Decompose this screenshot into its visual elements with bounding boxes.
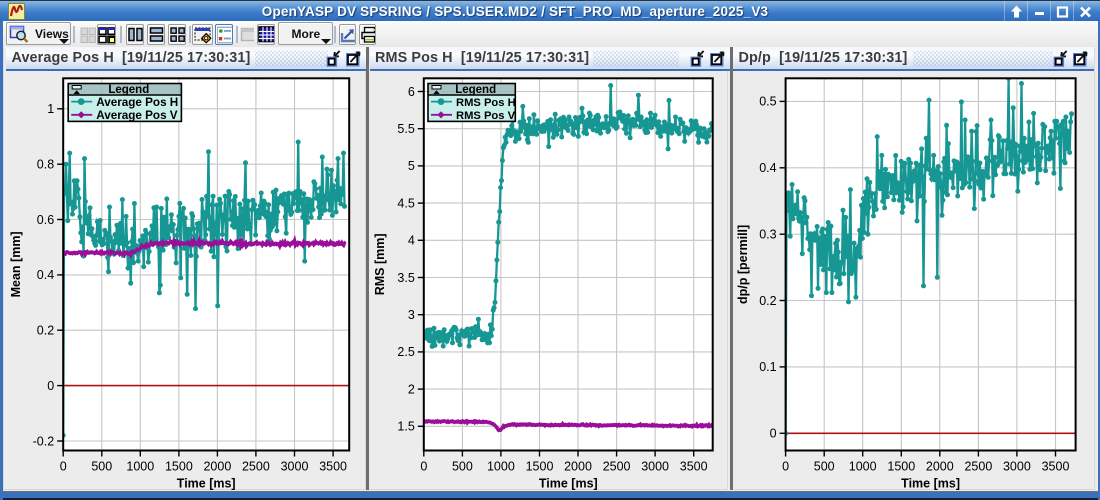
svg-text:1000: 1000	[126, 460, 154, 474]
svg-text:0.4: 0.4	[37, 268, 54, 282]
svg-text:0.5: 0.5	[759, 95, 776, 109]
svg-text:0.1: 0.1	[759, 360, 776, 374]
svg-text:RMS Pos H: RMS Pos H	[456, 97, 516, 109]
svg-text:0: 0	[782, 460, 789, 474]
svg-text:500: 500	[814, 460, 835, 474]
svg-text:2000: 2000	[203, 460, 231, 474]
svg-text:5: 5	[407, 159, 414, 173]
svg-text:Time [ms]: Time [ms]	[901, 477, 960, 491]
svg-text:2500: 2500	[602, 460, 630, 474]
svg-text:Mean [mm]: Mean [mm]	[9, 231, 23, 297]
svg-text:1500: 1500	[887, 460, 915, 474]
svg-text:3500: 3500	[679, 460, 707, 474]
svg-text:500: 500	[91, 460, 112, 474]
svg-text:2000: 2000	[564, 460, 592, 474]
svg-text:RMS Pos V: RMS Pos V	[456, 110, 516, 122]
svg-text:500: 500	[451, 460, 472, 474]
svg-text:1000: 1000	[849, 460, 877, 474]
svg-text:0.2: 0.2	[759, 294, 776, 308]
svg-text:0.3: 0.3	[759, 228, 776, 242]
svg-text:2500: 2500	[964, 460, 992, 474]
svg-text:3000: 3000	[281, 460, 309, 474]
svg-text:1: 1	[47, 102, 54, 116]
svg-text:1500: 1500	[165, 460, 193, 474]
svg-text:0: 0	[47, 379, 54, 393]
svg-text:Legend: Legend	[108, 84, 149, 96]
svg-text:0.6: 0.6	[37, 213, 54, 227]
svg-text:3500: 3500	[1042, 460, 1070, 474]
svg-text:2: 2	[407, 382, 414, 396]
svg-text:RMS [mm]: RMS [mm]	[373, 233, 387, 295]
svg-text:Legend: Legend	[455, 84, 496, 96]
svg-text:3500: 3500	[319, 460, 347, 474]
svg-text:1.5: 1.5	[397, 420, 414, 434]
svg-text:0.2: 0.2	[37, 324, 54, 338]
svg-text:3000: 3000	[641, 460, 669, 474]
svg-text:1500: 1500	[525, 460, 553, 474]
svg-text:Average Pos V: Average Pos V	[96, 109, 178, 122]
svg-text:2000: 2000	[926, 460, 954, 474]
svg-text:0: 0	[60, 460, 67, 474]
svg-text:0: 0	[770, 427, 777, 441]
svg-text:Time [ms]: Time [ms]	[177, 477, 236, 491]
svg-text:4: 4	[407, 234, 414, 248]
svg-text:Average Pos H: Average Pos H	[96, 96, 178, 109]
svg-text:0.4: 0.4	[759, 161, 776, 175]
svg-text:1000: 1000	[486, 460, 514, 474]
svg-text:-0.2: -0.2	[33, 434, 55, 448]
svg-text:4.5: 4.5	[397, 196, 414, 210]
svg-text:5.5: 5.5	[397, 122, 414, 136]
svg-text:3000: 3000	[1003, 460, 1031, 474]
svg-text:0.8: 0.8	[37, 158, 54, 172]
svg-text:dp/p [permill]: dp/p [permill]	[736, 225, 750, 304]
svg-text:3.5: 3.5	[397, 271, 414, 285]
svg-text:Time [ms]: Time [ms]	[538, 477, 597, 491]
svg-text:3: 3	[407, 308, 414, 322]
svg-text:0: 0	[420, 460, 427, 474]
svg-text:2.5: 2.5	[397, 345, 414, 359]
svg-text:2500: 2500	[242, 460, 270, 474]
svg-text:6: 6	[407, 85, 414, 99]
